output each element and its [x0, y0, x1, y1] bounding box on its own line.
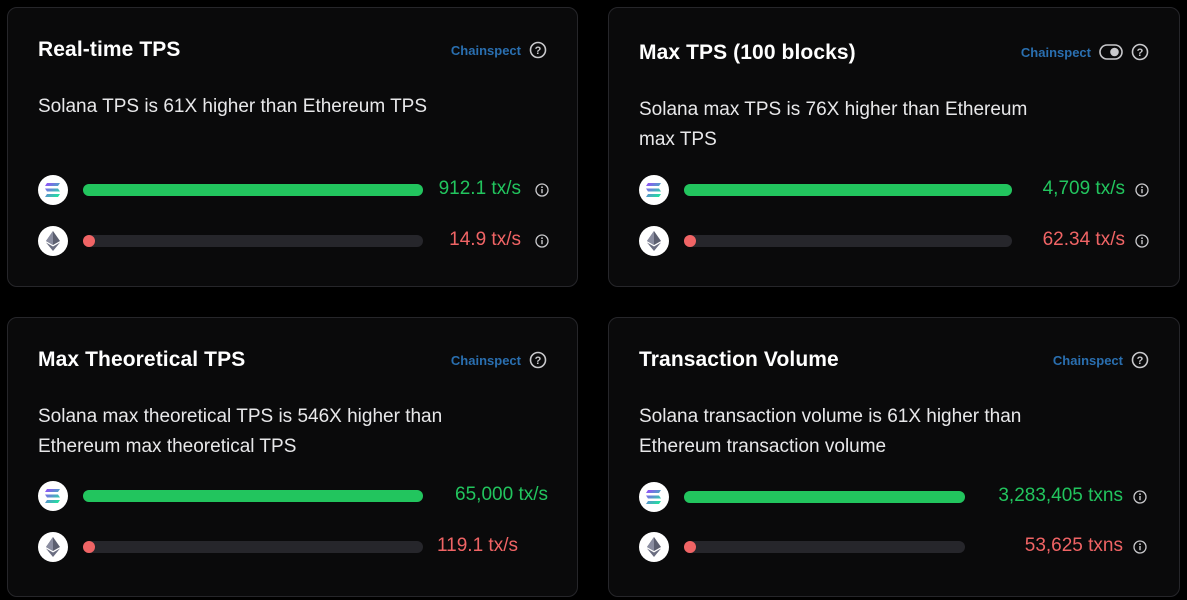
visibility-toggle-icon[interactable] — [1099, 44, 1123, 60]
ethereum-row: 53,625 txns — [639, 532, 1147, 562]
help-icon[interactable]: ? — [1131, 43, 1149, 61]
help-icon[interactable]: ? — [529, 351, 547, 369]
card-max-theoretical-tps: Max Theoretical TPS Chainspect ? Solana … — [7, 317, 578, 597]
solana-logo-icon — [38, 481, 68, 511]
info-icon[interactable] — [1133, 490, 1147, 504]
ethereum-logo-icon — [38, 226, 68, 256]
solana-row: 4,709 tx/s — [639, 175, 1151, 205]
solana-row: 65,000 tx/s — [38, 481, 553, 511]
card-realtime-tps: Real-time TPS Chainspect ? Solana TPS is… — [7, 7, 578, 287]
ethereum-value: 53,625 txns — [1024, 535, 1123, 556]
source-group: Chainspect ? — [451, 41, 547, 59]
help-icon[interactable]: ? — [1131, 351, 1149, 369]
solana-value: 4,709 tx/s — [1042, 178, 1125, 199]
solana-value: 3,283,405 txns — [998, 485, 1123, 506]
source-group: Chainspect ? — [1021, 43, 1149, 61]
solana-bar-track — [83, 184, 423, 196]
ethereum-logo-icon — [38, 532, 68, 562]
solana-value: 912.1 tx/s — [438, 178, 521, 199]
description-line: Solana transaction volume is 61X higher … — [639, 406, 1022, 427]
solana-logo-icon — [639, 175, 669, 205]
solana-bar-fill — [83, 490, 423, 502]
solana-bar-track — [684, 184, 1012, 196]
ethereum-bar-fill — [684, 235, 696, 247]
svg-text:?: ? — [535, 45, 542, 57]
ethereum-value: 62.34 tx/s — [1042, 229, 1125, 250]
info-icon[interactable] — [535, 183, 549, 197]
solana-row: 3,283,405 txns — [639, 482, 1147, 512]
solana-bar-fill — [684, 184, 1012, 196]
solana-row: 912.1 tx/s — [38, 175, 553, 205]
card-title: Max TPS (100 blocks) — [639, 41, 856, 64]
solana-logo-icon — [38, 175, 68, 205]
description-line: Ethereum max theoretical TPS — [38, 436, 297, 457]
ethereum-bar-track — [684, 235, 1012, 247]
description-line: Solana max theoretical TPS is 546X highe… — [38, 406, 443, 427]
source-group: Chainspect ? — [1053, 351, 1149, 369]
ethereum-row: 119.1 tx/s — [38, 532, 553, 562]
solana-bar-fill — [83, 184, 423, 196]
ethereum-bar-track — [83, 235, 423, 247]
card-title: Transaction Volume — [639, 348, 839, 371]
card-transaction-volume: Transaction Volume Chainspect ? Solana t… — [608, 317, 1180, 597]
info-icon[interactable] — [1133, 540, 1147, 554]
help-icon[interactable]: ? — [529, 41, 547, 59]
card-max-tps: Max TPS (100 blocks) Chainspect ? Solana… — [608, 7, 1180, 287]
ethereum-bar-track — [83, 541, 423, 553]
card-description: Solana transaction volume is 61X higher … — [639, 402, 1021, 462]
solana-logo-icon — [639, 482, 669, 512]
description-line: Ethereum transaction volume — [639, 436, 887, 457]
ethereum-value: 14.9 tx/s — [449, 229, 521, 250]
description-line: Solana max TPS is 76X higher than Ethere… — [639, 99, 1028, 120]
card-description: Solana max theoretical TPS is 546X highe… — [38, 402, 442, 462]
card-description: Solana max TPS is 76X higher than Ethere… — [639, 95, 1027, 155]
chainspect-link[interactable]: Chainspect — [1052, 352, 1123, 368]
solana-bar-track — [83, 490, 423, 502]
ethereum-row: 62.34 tx/s — [639, 226, 1151, 256]
chainspect-link[interactable]: Chainspect — [1020, 44, 1091, 60]
ethereum-logo-icon — [639, 226, 669, 256]
svg-text:?: ? — [535, 355, 542, 367]
ethereum-row: 14.9 tx/s — [38, 226, 553, 256]
description-line: Solana TPS is 61X higher than Ethereum T… — [38, 96, 428, 117]
info-icon[interactable] — [1135, 234, 1149, 248]
ethereum-bar-fill — [684, 541, 696, 553]
ethereum-logo-icon — [639, 532, 669, 562]
ethereum-bar-fill — [83, 541, 95, 553]
info-icon[interactable] — [535, 234, 549, 248]
ethereum-bar-track — [684, 541, 965, 553]
card-title: Real-time TPS — [38, 38, 181, 61]
solana-value: 65,000 tx/s — [455, 484, 548, 505]
svg-text:?: ? — [1137, 47, 1144, 59]
description-line: max TPS — [639, 129, 717, 150]
chainspect-link[interactable]: Chainspect — [450, 352, 521, 368]
info-icon[interactable] — [1135, 183, 1149, 197]
solana-bar-track — [684, 491, 965, 503]
card-description: Solana TPS is 61X higher than Ethereum T… — [38, 92, 427, 122]
card-title: Max Theoretical TPS — [38, 348, 246, 371]
solana-bar-fill — [684, 491, 965, 503]
source-group: Chainspect ? — [451, 351, 547, 369]
ethereum-bar-fill — [83, 235, 95, 247]
ethereum-value: 119.1 tx/s — [437, 535, 518, 556]
svg-text:?: ? — [1137, 355, 1144, 367]
chainspect-link[interactable]: Chainspect — [450, 42, 521, 58]
